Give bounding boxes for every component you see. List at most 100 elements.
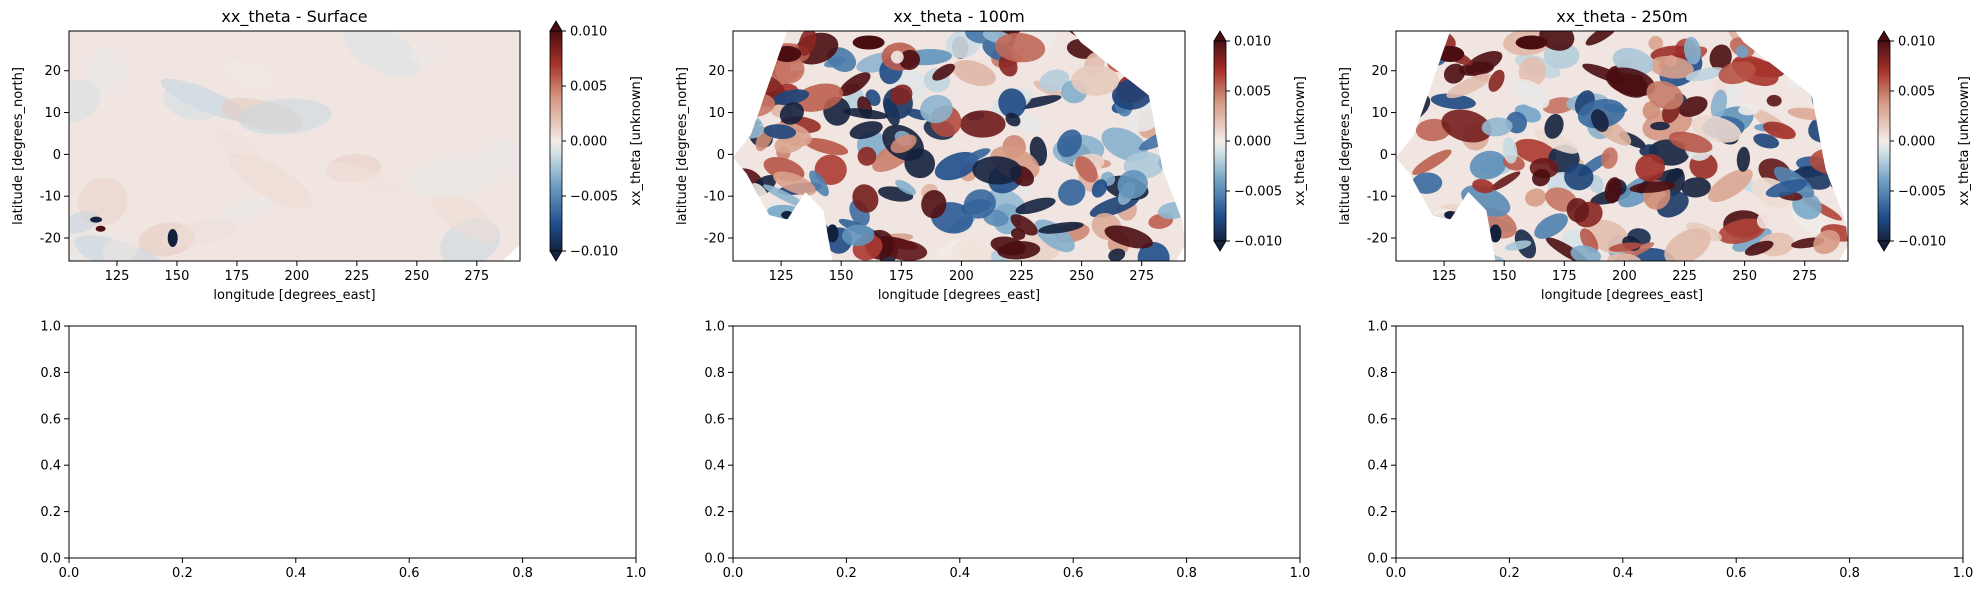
colorbar-tick-label: 0.005 xyxy=(570,80,607,95)
x-tick-label: 225 xyxy=(344,269,369,284)
heatmap-extreme xyxy=(95,225,106,232)
x-tick-label: 0.4 xyxy=(285,566,306,581)
x-tick-label: 1.0 xyxy=(1290,566,1311,581)
heatmap-blob xyxy=(794,83,844,112)
heatmap-blob xyxy=(842,108,889,120)
heatmap-blob xyxy=(763,124,797,140)
heatmap-blob xyxy=(1635,153,1665,182)
y-tick-label: 0.0 xyxy=(1367,552,1388,567)
heatmap-blob xyxy=(1756,213,1770,229)
heatmap-blob xyxy=(741,196,757,213)
heatmap-blob xyxy=(1075,156,1098,183)
colorbar-gradient xyxy=(1877,40,1891,242)
x-tick-label: 0.8 xyxy=(1839,566,1860,581)
x-tick-label: 200 xyxy=(949,269,974,284)
colorbar-tick-label: −0.005 xyxy=(570,190,618,205)
colorbar-tick-label: −0.010 xyxy=(1234,235,1282,250)
y-tick-label: 20 xyxy=(1371,64,1388,79)
colorbar-tick-label: −0.005 xyxy=(1898,185,1946,200)
heatmap-blob xyxy=(431,192,498,243)
heatmap-blob xyxy=(1147,34,1179,46)
heatmap-extreme xyxy=(773,46,802,62)
x-tick-label: 175 xyxy=(1552,269,1577,284)
heatmap-blob xyxy=(895,179,916,195)
heatmap-extreme xyxy=(1419,229,1436,238)
y-tick-label: 0.6 xyxy=(40,412,61,427)
heatmap-extreme xyxy=(1436,46,1465,62)
x-axis-label: longitude [degrees_east] xyxy=(878,288,1040,303)
y-tick-label: 20 xyxy=(708,64,725,79)
heatmap-blob xyxy=(1489,171,1521,192)
heatmap-blob xyxy=(1776,38,1820,71)
heatmap-blob xyxy=(1441,231,1475,260)
empty-panel-1: 0.0 0.2 0.4 0.6 0.8 1.0 0.0 0.2 0.4 0.6 0.8 1.0 xyxy=(40,320,646,582)
heatmap-blob xyxy=(1469,150,1507,180)
x-axis-label: longitude [degrees_east] xyxy=(1541,288,1703,303)
heatmap-blob xyxy=(1137,241,1170,261)
heatmap-blob xyxy=(229,153,313,210)
heatmap-blob xyxy=(1112,38,1149,52)
heatmap-blob xyxy=(69,210,100,234)
heatmap-blob xyxy=(1534,213,1568,239)
heatmap-extreme xyxy=(826,224,839,243)
heatmap-blob xyxy=(88,47,128,95)
heatmap-blob xyxy=(1681,177,1711,198)
heatmap-blob xyxy=(814,154,847,186)
heatmap-blob xyxy=(1005,112,1021,127)
x-tick-label: 150 xyxy=(165,269,190,284)
colorbar-extend-max xyxy=(549,20,563,32)
colorbar-extend-min xyxy=(1877,240,1891,252)
heatmap-blob xyxy=(1446,73,1493,99)
heatmap-blob xyxy=(1104,225,1153,249)
heatmap-blob xyxy=(1534,128,1579,154)
heatmap-blob xyxy=(1753,133,1780,149)
heatmap-blob xyxy=(1472,179,1495,194)
y-axis-label: latitude [degrees_north] xyxy=(675,67,690,225)
heatmap-blob xyxy=(1058,179,1086,206)
heatmap-blob xyxy=(215,196,274,229)
y-tick-label: 1.0 xyxy=(40,320,61,335)
y-tick-label: 0.4 xyxy=(1367,459,1388,474)
heatmap-blob xyxy=(1017,185,1032,197)
heatmap-blob xyxy=(1628,247,1676,261)
heatmap-blob xyxy=(921,190,947,219)
x-tick-label: 200 xyxy=(284,269,309,284)
colorbar-tick-label: −0.005 xyxy=(1234,185,1282,200)
empty-panel-3: 0.0 0.2 0.4 0.6 0.8 1.0 0.0 0.2 0.4 0.6 0.8 1.0 xyxy=(1367,320,1973,582)
heatmap-blob xyxy=(1642,100,1661,120)
panel-title: xx_theta - 100m xyxy=(893,7,1024,27)
x-tick-label: 0.0 xyxy=(59,566,80,581)
colorbar: −0.010 −0.005 0.000 0.005 0.010 xx_theta [unk… xyxy=(1877,30,1972,252)
heatmap-blob xyxy=(1057,129,1082,158)
panel-title: xx_theta - Surface xyxy=(221,7,367,27)
heatmap-background xyxy=(69,31,520,261)
heatmap-blob xyxy=(1015,197,1056,215)
heatmap-blob xyxy=(1518,56,1547,87)
heatmap-blob xyxy=(1396,225,1427,254)
heatmap-blob xyxy=(1430,93,1476,110)
heatmap-blob xyxy=(1709,44,1732,71)
heatmap-blob xyxy=(1512,79,1550,110)
heatmap-blob xyxy=(1604,177,1622,204)
heatmap-blob xyxy=(228,54,289,94)
x-tick-label: 225 xyxy=(1009,269,1034,284)
heatmap-blob xyxy=(1570,245,1602,261)
heatmap-blob xyxy=(1830,179,1848,191)
y-tick-label: 0.2 xyxy=(704,505,725,520)
heatmap-blob xyxy=(1481,117,1513,137)
x-tick-label: 125 xyxy=(1432,269,1457,284)
x-tick-label: 225 xyxy=(1672,269,1697,284)
y-tick-label: 0 xyxy=(717,148,725,163)
heatmap-blob xyxy=(920,94,953,124)
heatmap-blob xyxy=(932,63,955,81)
heatmap-blob xyxy=(1762,121,1796,140)
x-tick-label: 0.6 xyxy=(1063,566,1084,581)
colorbar-tick-label: 0.010 xyxy=(1234,35,1271,50)
heatmap-blob xyxy=(1683,36,1701,65)
colorbar-tick-label: 0.005 xyxy=(1898,85,1935,100)
heatmap-blob xyxy=(1566,197,1590,223)
colorbar-extend-max xyxy=(1213,30,1227,42)
heatmap-blob xyxy=(69,79,101,123)
colorbar-label: xx_theta [unknown] xyxy=(1293,76,1308,206)
